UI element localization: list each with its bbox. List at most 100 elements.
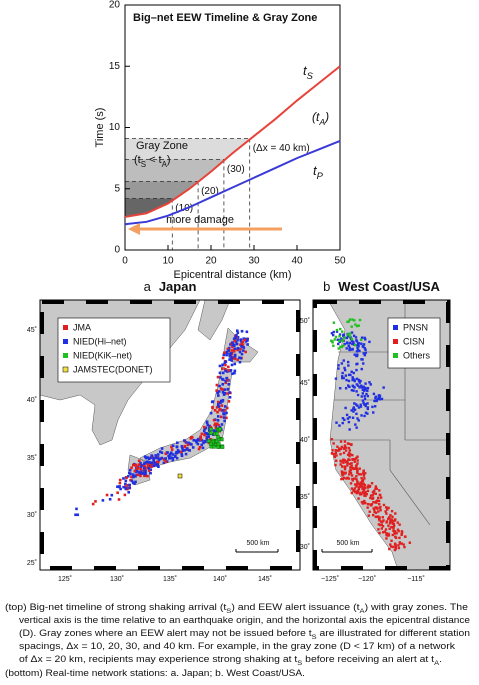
station-dot: [357, 345, 360, 348]
station-dot: [360, 386, 364, 389]
station-dot: [192, 438, 196, 442]
station-dot: [362, 345, 365, 349]
station-dot: [342, 376, 345, 380]
station-dot: [130, 479, 134, 483]
station-dot: [351, 377, 355, 380]
station-dot: [227, 369, 230, 372]
text-run: t: [313, 163, 318, 178]
station-dot: [200, 443, 203, 447]
station-dot: [379, 398, 382, 401]
station-dot: [223, 419, 226, 423]
station-dot: [233, 353, 237, 357]
station-dot: [331, 341, 334, 344]
station-dot: [362, 385, 365, 388]
station-dot: [183, 448, 186, 452]
series-label: tP: [313, 163, 324, 181]
station-dot: [354, 323, 357, 326]
chart-title: Big–net EEW Timeline & Gray Zone: [133, 12, 317, 24]
station-dot: [221, 371, 225, 375]
station-dot: [351, 384, 354, 387]
station-dot: [360, 336, 364, 339]
subscript: A: [318, 117, 325, 127]
station-dot: [239, 356, 243, 360]
station-dot: [354, 467, 357, 470]
legend-label: JAMSTEC(DONET): [73, 364, 153, 374]
station-dot: [346, 460, 349, 463]
station-dot: [150, 465, 153, 468]
y-tick-label: 20: [109, 0, 121, 11]
station-dot: [344, 471, 347, 475]
station-dot: [239, 347, 242, 351]
station-dot: [363, 353, 367, 357]
station-dot: [364, 387, 367, 391]
station-dot: [233, 347, 237, 351]
station-dot: [227, 382, 231, 386]
station-dot: [351, 479, 355, 482]
station-dot: [147, 469, 151, 472]
map-x-label: 135˚: [163, 575, 177, 583]
station-dot: [350, 339, 354, 343]
station-dot: [108, 497, 112, 501]
station-dot: [230, 356, 233, 360]
station-dot: [137, 459, 141, 463]
station-dot: [188, 442, 192, 446]
station-dot: [359, 379, 362, 383]
map-frame: [39, 299, 301, 571]
station-dot: [378, 493, 382, 497]
station-dot: [378, 519, 381, 522]
station-dot: [167, 454, 170, 458]
station-dot: [180, 445, 184, 448]
station-dot: [348, 462, 352, 466]
station-dot: [359, 338, 363, 341]
subscript: S: [312, 634, 318, 641]
station-dot: [224, 360, 228, 363]
station-dot: [91, 502, 95, 506]
station-dot: [355, 478, 358, 481]
arrow-label: more damage: [166, 214, 234, 226]
station-dot: [216, 445, 220, 449]
station-dot: [335, 421, 338, 424]
station-dot: [197, 447, 201, 451]
station-dot: [369, 494, 373, 497]
station-dot: [345, 413, 349, 417]
station-dot: [223, 388, 227, 391]
station-dot: [334, 449, 338, 452]
station-dot: [373, 489, 376, 493]
station-dot: [101, 499, 105, 502]
station-dot: [216, 402, 220, 406]
station-dot: [353, 460, 356, 463]
station-dot: [387, 524, 390, 527]
station-dot: [232, 350, 236, 353]
station-dot: [139, 461, 142, 465]
station-dot: [330, 438, 334, 441]
station-dot: [170, 448, 174, 451]
station-dot: [241, 343, 245, 347]
station-dot: [219, 408, 222, 411]
station-dot: [128, 468, 132, 472]
station-dot: [364, 351, 368, 354]
station-dot: [363, 403, 366, 406]
station-dot: [334, 335, 338, 339]
zone-label: (30): [227, 164, 245, 175]
y-tick-label: 5: [114, 183, 120, 194]
station-dot: [337, 342, 340, 346]
station-dot: [227, 349, 231, 352]
station-dot: [222, 416, 226, 419]
station-dot: [338, 333, 342, 336]
station-dot: [76, 513, 80, 517]
station-dot: [355, 456, 358, 460]
station-dot: [347, 477, 351, 480]
series-label: tS: [303, 63, 314, 81]
station-dot: [377, 528, 380, 531]
station-dot: [135, 465, 139, 468]
station-dot: [135, 468, 139, 471]
legend-swatch: [393, 353, 398, 358]
station-dot: [190, 443, 193, 446]
station-dot: [366, 389, 369, 392]
station-dot: [348, 346, 351, 349]
station-dot: [358, 386, 361, 389]
station-dot: [350, 487, 354, 490]
caption-line: vertical axis is the time relative to an…: [19, 615, 470, 625]
text-run: before receiving an alert at t: [302, 654, 434, 664]
station-dot: [336, 449, 340, 452]
